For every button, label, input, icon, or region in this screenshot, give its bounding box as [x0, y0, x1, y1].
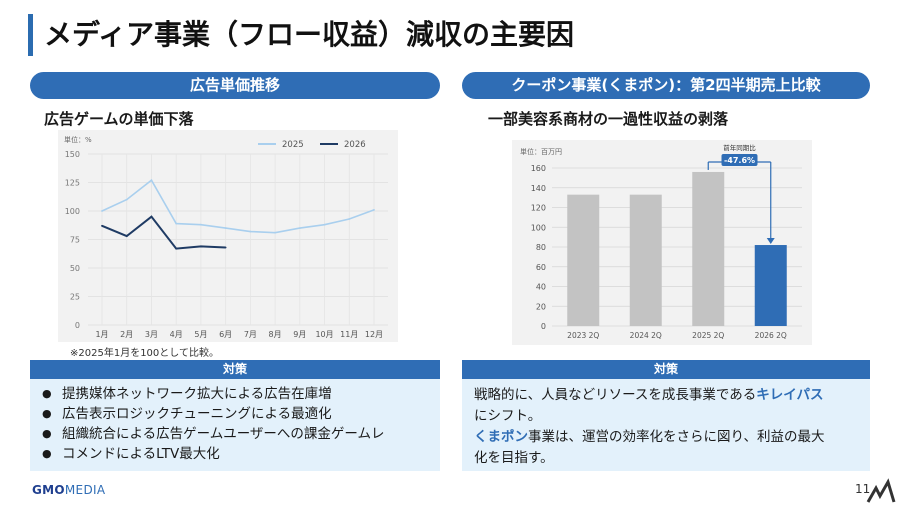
page-number: 11 [855, 482, 871, 496]
data-point [274, 231, 276, 234]
y-tick-label: 160 [531, 164, 546, 173]
right-subheading: 一部美容系商材の一過性収益の剥落 [488, 110, 729, 128]
y-tick-label: 120 [531, 204, 546, 213]
y-tick-label: 20 [536, 302, 546, 311]
x-tick-label: 7月 [244, 330, 257, 339]
right-measures-box: 戦略的に、人員などリソースを成長事業であるキレイパス にシフト。 くまポン事業は… [462, 379, 870, 471]
data-point [125, 235, 128, 237]
measure-item-continued: コメンドによるLTV最大化 [40, 444, 430, 464]
data-point [224, 227, 227, 229]
logo-media: MEDIA [64, 483, 106, 497]
y-tick-label: 40 [536, 283, 546, 292]
y-tick-label: 60 [536, 263, 546, 272]
data-point [175, 247, 178, 250]
x-tick-label: 10月 [315, 330, 333, 339]
y-tick-label: 75 [70, 236, 80, 245]
data-point [150, 215, 153, 218]
unit-label: 単位：百万円 [520, 147, 562, 156]
y-tick-label: 25 [70, 293, 80, 302]
gmo-media-logo: GMOMEDIA [32, 483, 105, 497]
bar [754, 245, 787, 326]
data-point [200, 245, 202, 248]
x-tick-label: 3月 [145, 330, 158, 339]
line-chart-svg: 単位：% 0 25 50 75 100 125 150 1月 2月 3月 4月 5月 6月 7月 8月 9月 10… [64, 135, 388, 339]
data-point [298, 227, 301, 229]
logo-gmo: GMO [32, 483, 65, 497]
measure-item: 提携媒体ネットワーク拡大による広告在庫増 [40, 384, 430, 404]
coupon-business-pill: クーポン事業(くまポン)：第2四半期売上比較 [462, 72, 870, 99]
x-tick-label: 2025 2Q [692, 331, 724, 340]
data-point [125, 198, 128, 201]
title-accent-bar [28, 14, 33, 56]
x-tick-label: 6月 [219, 330, 232, 339]
y-tick-label: 100 [531, 223, 546, 232]
data-point [101, 224, 103, 227]
kumapon-highlight: くまポン [474, 429, 528, 445]
ad-price-trend-pill: 広告単価推移 [30, 72, 440, 99]
data-point [150, 179, 153, 182]
x-tick-label: 1月 [95, 330, 108, 339]
y-tick-label: 50 [70, 264, 80, 273]
y-tick-label: 0 [541, 322, 546, 331]
data-point [101, 210, 103, 212]
data-point [249, 230, 252, 233]
series-line-2025 [101, 179, 375, 234]
x-tick-label: 2024 2Q [630, 331, 662, 340]
annotation-badge [721, 154, 758, 166]
data-point [200, 223, 202, 226]
right-measures-header: 対策 [462, 360, 870, 379]
left-measures-box: 提携媒体ネットワーク拡大による広告在庫増 広告表示ロジックチューニングによる最適… [30, 379, 440, 471]
x-tick-label: 9月 [293, 330, 306, 339]
brand-mark-icon [866, 478, 896, 503]
legend-label: 2026 [344, 140, 366, 150]
x-tick-label: 2月 [120, 330, 133, 339]
series-line-2026 [101, 215, 226, 250]
y-tick-label: 80 [536, 243, 546, 252]
left-measures-list: 提携媒体ネットワーク拡大による広告在庫増 広告表示ロジックチューニングによる最適… [40, 384, 430, 464]
annotation-value: -47.6% [724, 156, 755, 165]
chart-note: ※2025年1月を100として比較。 [70, 348, 219, 359]
bar-chart-svg: 単位：百万円 0 20 40 60 80 100 120 140 160 2023 2Q 2024 2… [520, 143, 802, 340]
ad-price-line-chart: 単位：% 0 25 50 75 100 125 150 1月 2月 3月 4月 5月 6月 7月 8月 9月 10… [58, 130, 398, 342]
measure-item: 組織統合による広告ゲームユーザーへの課金ゲームレ [40, 424, 430, 444]
x-tick-label: 11月 [340, 330, 358, 339]
data-point [224, 246, 227, 249]
annotation-arrow [766, 238, 775, 245]
left-subheading: 広告ゲームの単価下落 [44, 110, 194, 128]
bar [629, 194, 662, 326]
text-segment: 化を目指す。 [474, 450, 554, 466]
unit-label: 単位：% [64, 135, 92, 144]
text-segment: にシフト。 [474, 408, 542, 424]
x-tick-label: 4月 [170, 330, 183, 339]
y-tick-label: 150 [65, 150, 80, 159]
text-segment: 戦略的に、人員などリソースを成長事業である [474, 387, 757, 403]
page-title: メディア事業（フロー収益）減収の主要因 [44, 18, 575, 51]
bar [567, 194, 600, 326]
annotation-caption: 前年同期比 [723, 143, 756, 152]
kireipas-highlight: キレイパス [756, 387, 824, 403]
legend-label: 2025 [282, 140, 304, 150]
x-tick-label: 8月 [269, 330, 282, 339]
y-tick-label: 100 [65, 207, 80, 216]
right-measures-text: 戦略的に、人員などリソースを成長事業であるキレイパス にシフト。 くまポン事業は… [474, 385, 860, 469]
data-point [175, 222, 178, 225]
x-tick-label: 2026 2Q [755, 331, 787, 340]
y-tick-label: 140 [531, 184, 546, 193]
data-point [323, 223, 326, 226]
data-point [348, 218, 351, 220]
x-tick-label: 2023 2Q [567, 331, 599, 340]
data-point [373, 208, 375, 211]
left-measures-header: 対策 [30, 360, 440, 379]
x-tick-label: 12月 [365, 330, 383, 339]
text-segment: 事業は、運営の効率化をさらに図り、利益の最大 [528, 429, 825, 445]
measure-item: 広告表示ロジックチューニングによる最適化 [40, 404, 430, 424]
x-tick-label: 5月 [194, 330, 207, 339]
bar [692, 171, 725, 326]
y-tick-label: 0 [75, 321, 80, 330]
coupon-sales-bar-chart: 単位：百万円 0 20 40 60 80 100 120 140 160 2023 2Q 2024 2… [512, 140, 812, 345]
y-tick-label: 125 [65, 179, 80, 188]
